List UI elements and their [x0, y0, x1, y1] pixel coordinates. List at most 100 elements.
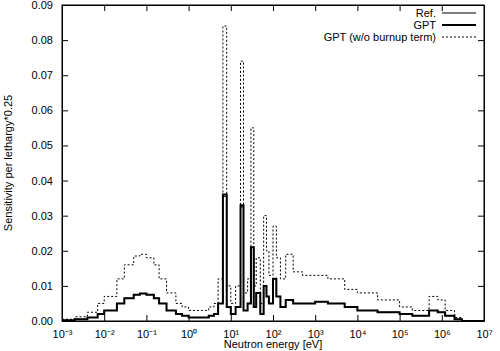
legend-label: Ref. [416, 7, 436, 19]
tick-mark [478, 216, 484, 217]
tick: 0.07 [32, 69, 68, 81]
tick-mark [357, 5, 358, 11]
tick: 10² [266, 315, 282, 340]
tick [478, 40, 484, 41]
tick-label: 0.02 [32, 245, 53, 257]
tick [442, 5, 443, 11]
tick-label: 0.00 [32, 315, 53, 327]
tick-mark [62, 181, 68, 182]
tick-mark [62, 286, 68, 287]
tick: 0.01 [32, 280, 68, 292]
tick-mark [231, 315, 232, 321]
tick: 0.04 [32, 175, 68, 187]
tick-mark [478, 181, 484, 182]
legend-swatch [442, 37, 476, 38]
tick-label: 0.07 [32, 69, 53, 81]
plot: 10⁻³ 10⁻² 10⁻¹ 10⁰ 10¹ 10² 10³ 10⁴ 10⁵ 10⁶ 10⁷ 0.00… [32, 0, 493, 340]
tick [478, 75, 484, 76]
tick: 0.02 [32, 245, 68, 257]
legend: Ref.GPTGPT (w/o burnup term) [324, 7, 476, 43]
tick-mark [400, 315, 401, 321]
tick [104, 5, 105, 11]
tick [478, 286, 484, 287]
tick-mark [478, 145, 484, 146]
legend-swatch [442, 24, 476, 26]
tick-mark [104, 5, 105, 11]
tick: 10⁴ [349, 315, 366, 340]
tick-label: 0.04 [32, 175, 53, 187]
tick-mark [315, 5, 316, 11]
tick-mark [146, 315, 147, 321]
tick-mark [62, 110, 68, 111]
tick-mark [189, 5, 190, 11]
tick [400, 5, 401, 11]
tick-label: 10⁴ [349, 328, 366, 340]
plot-frame [62, 5, 484, 321]
tick: 0.03 [32, 210, 68, 222]
tick: 0.06 [32, 104, 68, 116]
tick: 10⁻¹ [137, 315, 157, 340]
tick: 0.05 [32, 139, 68, 151]
tick-mark [62, 40, 68, 41]
x-axis: 10⁻³ 10⁻² 10⁻¹ 10⁰ 10¹ 10² 10³ 10⁴ 10⁵ 10⁶ 10⁷ [53, 315, 493, 340]
tick-mark [478, 110, 484, 111]
tick: 10⁶ [434, 315, 451, 340]
tick: 0.09 [32, 0, 68, 11]
tick-mark [478, 75, 484, 76]
tick-mark [104, 315, 105, 321]
tick [273, 5, 274, 11]
tick [357, 5, 358, 11]
tick: 0.08 [32, 34, 68, 46]
tick-label: 10⁰ [181, 328, 197, 340]
tick-mark [478, 251, 484, 252]
tick-label: 10⁶ [434, 328, 451, 340]
tick-label: 10⁵ [392, 328, 409, 340]
tick-mark [62, 251, 68, 252]
tick-mark [62, 145, 68, 146]
tick-mark [62, 216, 68, 217]
tick [478, 110, 484, 111]
chart: 10⁻³ 10⁻² 10⁻¹ 10⁰ 10¹ 10² 10³ 10⁴ 10⁵ 10⁶ 10⁷ 0.00… [0, 0, 500, 351]
tick-label: 0.05 [32, 139, 53, 151]
tick-label: 10⁻¹ [137, 328, 157, 340]
tick-label: 10⁻³ [53, 328, 73, 340]
tick-label: 0.03 [32, 210, 53, 222]
tick-mark [478, 40, 484, 41]
tick-mark [146, 5, 147, 11]
tick-label: 0.09 [32, 0, 53, 11]
tick-mark [442, 5, 443, 11]
tick-mark [478, 286, 484, 287]
tick-mark [400, 5, 401, 11]
tick-label: 0.01 [32, 280, 53, 292]
tick-label: 0.08 [32, 34, 53, 46]
tick [478, 216, 484, 217]
tick [231, 5, 232, 11]
tick [478, 181, 484, 182]
tick [146, 5, 147, 11]
y-axis: 0.00 0.01 0.02 0.03 0.04 0.05 0.06 0.07 0.08 0.09 [32, 0, 68, 327]
y-axis-title: Sensitivity per lethargy*0.25 [2, 95, 14, 231]
legend-label: GPT (w/o burnup term) [324, 31, 436, 43]
tick: 10⁵ [392, 315, 409, 340]
tick-mark [315, 315, 316, 321]
tick-mark [442, 315, 443, 321]
tick-label: 10⁻² [95, 328, 115, 340]
series-line [62, 26, 484, 321]
tick: 10³ [308, 315, 324, 340]
tick: 10¹ [223, 315, 239, 340]
tick: 10⁻² [95, 315, 115, 340]
tick-label: 10⁷ [476, 328, 492, 340]
legend-swatch [442, 13, 476, 14]
tick [189, 5, 190, 11]
lines [62, 26, 484, 321]
tick [315, 5, 316, 11]
legend-label: GPT [413, 19, 436, 31]
tick [478, 145, 484, 146]
tick-label: 0.06 [32, 104, 53, 116]
x-axis-title: Neutron energy [eV] [224, 338, 322, 350]
tick-mark [273, 5, 274, 11]
tick-mark [231, 5, 232, 11]
tick-mark [273, 315, 274, 321]
tick-mark [62, 75, 68, 76]
tick-mark [357, 315, 358, 321]
